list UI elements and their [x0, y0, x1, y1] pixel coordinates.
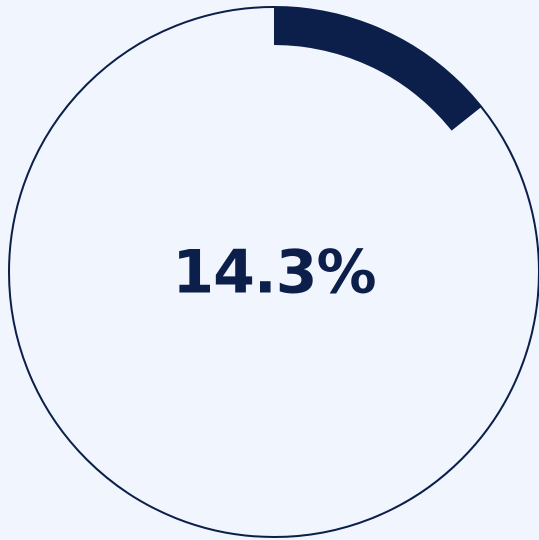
progress-arc	[274, 7, 482, 131]
center-label: 14.3%	[172, 238, 375, 308]
